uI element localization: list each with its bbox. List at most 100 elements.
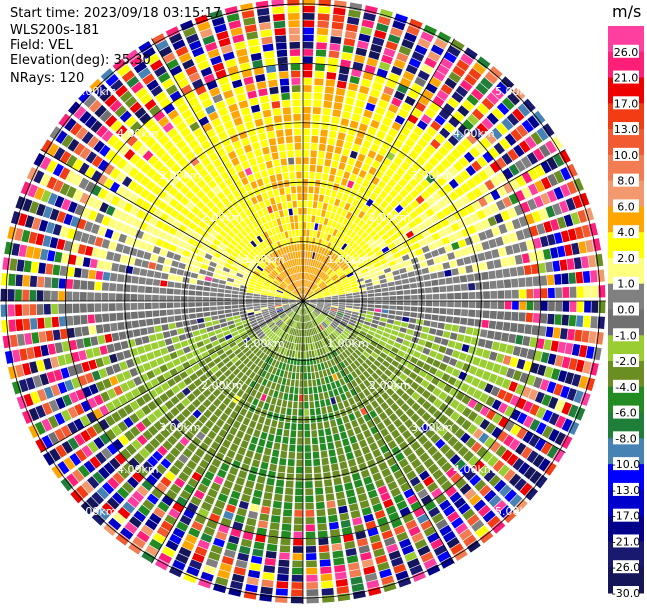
radar-gate (247, 473, 256, 481)
radar-gate (394, 320, 401, 325)
radar-gate (214, 269, 221, 275)
radar-gate (475, 282, 482, 290)
radar-gate (431, 250, 439, 258)
radar-gate (226, 282, 233, 286)
radar-gate (468, 283, 475, 290)
radar-gate (298, 251, 300, 258)
radar-gate (451, 268, 459, 275)
radar-gate (584, 301, 591, 313)
radar-gate (282, 516, 291, 523)
radar-gate (322, 385, 327, 392)
radar-gate (303, 337, 305, 344)
radar-gate (466, 327, 474, 335)
radar-gate (306, 344, 308, 351)
radar-gate (474, 319, 481, 327)
radar-gate (555, 301, 562, 311)
radar-gate (217, 306, 224, 310)
radar-gate (328, 138, 336, 146)
radar-gate (312, 437, 318, 444)
radar-gate (417, 255, 425, 262)
radar-gate (445, 348, 453, 356)
radar-gate (352, 583, 365, 592)
radar-gate (246, 450, 254, 458)
radar-gate (590, 270, 598, 282)
radar-gate (52, 317, 59, 328)
radar-gate (308, 380, 312, 387)
radar-gate (325, 486, 334, 494)
radar-gate (576, 315, 583, 327)
radar-gate (153, 318, 160, 325)
radar-gate (169, 352, 177, 360)
radar-gate (249, 563, 261, 571)
radar-gate (133, 267, 141, 275)
radar-gate (272, 204, 278, 211)
radar-gate (308, 244, 311, 251)
radar-gate (243, 76, 253, 85)
radar-gate (92, 347, 100, 357)
radar-gate (324, 94, 333, 102)
radar-gate (343, 400, 350, 408)
radar-gate (346, 489, 355, 497)
radar-gate (51, 304, 58, 314)
radar-gate (306, 560, 317, 567)
radar-gate (258, 133, 266, 141)
radar-gate (275, 196, 281, 203)
radar-gate (219, 318, 226, 323)
radar-gate (305, 258, 307, 265)
radar-gate (541, 301, 548, 311)
radar-gate (316, 379, 321, 386)
radar-gate (280, 407, 286, 414)
radar-gate (295, 351, 298, 358)
radar-gate (379, 322, 386, 327)
radar-gate (203, 286, 210, 291)
radar-gate (286, 408, 291, 415)
radar-gate (284, 231, 288, 238)
radar-gate (225, 286, 232, 290)
radar-gate (591, 286, 598, 298)
radar-gate (285, 216, 290, 223)
radar-gate (167, 316, 174, 322)
radar-gate (271, 101, 280, 109)
radar-gate (349, 503, 359, 511)
radar-gate (253, 302, 260, 304)
radar-gate (168, 274, 175, 280)
radar-gate (438, 247, 446, 255)
radar-gate (239, 424, 247, 432)
radar-gate (565, 343, 573, 355)
radar-gate (205, 276, 212, 281)
radar-gate (322, 465, 330, 472)
radar-gate (313, 100, 321, 107)
radar-gate (268, 79, 278, 87)
radar-gate (496, 321, 504, 330)
radar-gate (145, 311, 152, 318)
radar-gate (205, 253, 213, 260)
radar-gate (303, 215, 306, 222)
radar-gate (326, 435, 333, 443)
radar-gate (195, 297, 202, 301)
radar-gate (308, 373, 312, 380)
radar-gate (327, 406, 333, 413)
radar-gate (174, 282, 181, 288)
radar-gate (303, 78, 312, 85)
radar-gate (454, 293, 461, 299)
radar-gate (286, 194, 291, 201)
radar-gate (560, 328, 568, 339)
radar-gate (336, 579, 348, 587)
radar-gate (373, 281, 380, 286)
radar-gate (303, 27, 314, 34)
radar-gate (285, 129, 292, 136)
radar-gate (543, 249, 551, 260)
radar-gate (264, 51, 275, 59)
radar-gate (81, 269, 89, 279)
radar-gate (292, 568, 303, 575)
radar-gate (245, 83, 255, 92)
radar-gate (318, 151, 325, 158)
radar-gate (446, 316, 453, 323)
radar-gate (312, 237, 316, 244)
radar-gate (303, 330, 305, 337)
radar-gate (288, 372, 292, 379)
radar-gate (343, 171, 350, 179)
radar-gate (526, 301, 533, 310)
radar-gate (243, 434, 251, 442)
